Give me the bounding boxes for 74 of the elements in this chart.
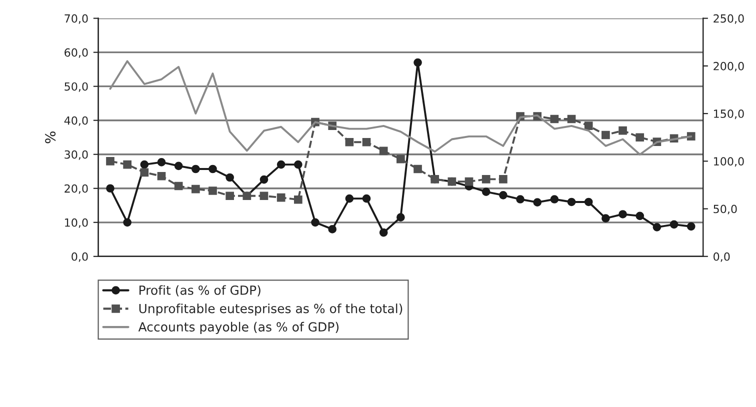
point: [294, 195, 302, 204]
point: [379, 228, 388, 237]
point: [550, 195, 559, 204]
point: [345, 194, 354, 203]
point: [123, 160, 132, 169]
y-tick-label: 50,0: [64, 82, 88, 92]
point: [618, 210, 627, 218]
point: [652, 222, 662, 232]
y2-tick-label: 50,0: [714, 204, 737, 214]
y-tick-label: 40,0: [64, 116, 88, 126]
y2-tick-label: 0,0: [714, 252, 730, 262]
point: [294, 160, 302, 169]
point: [123, 218, 132, 227]
legend-label: Profit (as % of GDP): [140, 285, 260, 296]
point: [567, 198, 576, 206]
point: [396, 154, 405, 164]
point: [276, 160, 286, 169]
point: [584, 122, 593, 130]
y-tick-label: 10,0: [65, 218, 88, 228]
y2-tick-label: 200,0: [714, 62, 744, 72]
point: [482, 175, 490, 184]
point: [311, 218, 320, 227]
point: [686, 222, 696, 231]
point: [260, 192, 268, 200]
point: [602, 130, 610, 140]
point: [328, 225, 337, 234]
point: [157, 172, 166, 180]
point: [670, 220, 678, 229]
y2-tick-label: 100,0: [714, 157, 744, 167]
y-tick-label: 0,0: [72, 252, 88, 262]
point: [396, 213, 405, 222]
point: [499, 191, 508, 200]
y-tick-label: 30,0: [64, 150, 88, 160]
point: [276, 193, 286, 202]
point: [516, 195, 524, 204]
point: [533, 198, 542, 206]
y-tick-label: 20,0: [64, 184, 88, 194]
point: [174, 182, 183, 190]
point: [618, 126, 627, 135]
point: [499, 175, 508, 184]
point: [208, 164, 217, 174]
point: [550, 114, 559, 124]
point: [482, 188, 490, 196]
point: [208, 186, 217, 195]
point: [191, 184, 200, 194]
point: [379, 146, 388, 156]
point: [174, 162, 183, 170]
point: [106, 184, 114, 193]
point: [414, 58, 422, 67]
point: [636, 212, 644, 220]
point: [584, 198, 593, 206]
y2-tick-label: 150,0: [714, 110, 744, 120]
point: [567, 114, 576, 124]
point: [362, 194, 371, 203]
point: [636, 133, 644, 142]
y-tick-label: 60,0: [64, 48, 88, 58]
point: [362, 138, 371, 146]
point: [602, 214, 610, 222]
point: [106, 157, 114, 166]
point: [414, 164, 422, 174]
point: [226, 192, 234, 200]
legend-label: Unprofitable eutesprises as % of the total): [139, 304, 402, 316]
point: [464, 177, 474, 186]
y2-tick-label: 250,0: [714, 14, 744, 24]
point: [140, 168, 149, 177]
point: [157, 158, 166, 166]
point: [140, 160, 149, 169]
legend-label: Accounts payoble (as % of GDP): [138, 322, 338, 334]
point: [260, 175, 268, 184]
point: [226, 173, 234, 182]
y-tick-label: 70,0: [64, 14, 88, 24]
y-axis-title: %: [45, 132, 56, 144]
point: [191, 164, 200, 174]
point: [345, 138, 354, 146]
